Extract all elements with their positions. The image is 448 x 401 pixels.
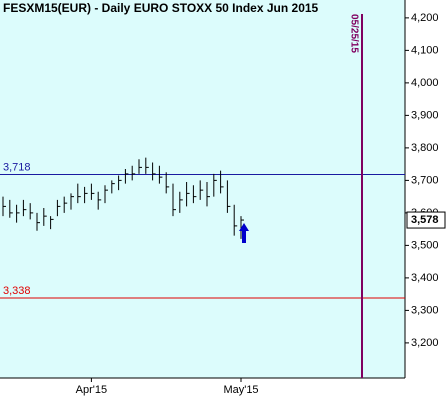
- chart-title: FESXM15(EUR) - Daily EURO STOXX 50 Index…: [3, 1, 319, 15]
- y-tick-label: 4,000: [411, 77, 439, 89]
- y-tick-label: 3,500: [411, 239, 439, 251]
- level-label: 3,718: [3, 161, 31, 173]
- y-tick-label: 3,400: [411, 272, 439, 284]
- signal-arrow: [239, 223, 249, 244]
- x-tick-label: May'15: [223, 384, 258, 396]
- y-tick-label: 4,200: [411, 12, 439, 24]
- last-price-label: 3,578: [411, 214, 439, 226]
- y-tick-label: 3,700: [411, 174, 439, 186]
- last-price-box: [406, 211, 446, 229]
- y-tick-label: 3,300: [411, 304, 439, 316]
- x-tick-label: Apr'15: [76, 384, 107, 396]
- level-label: 3,338: [3, 285, 31, 297]
- y-tick-label: 4,100: [411, 44, 439, 56]
- y-tick-label: 3,800: [411, 142, 439, 154]
- y-tick-label: 3,200: [411, 337, 439, 349]
- expiry-label: 05/25/15: [348, 14, 359, 53]
- plot-area: [0, 0, 405, 378]
- y-tick-label: 3,900: [411, 109, 439, 121]
